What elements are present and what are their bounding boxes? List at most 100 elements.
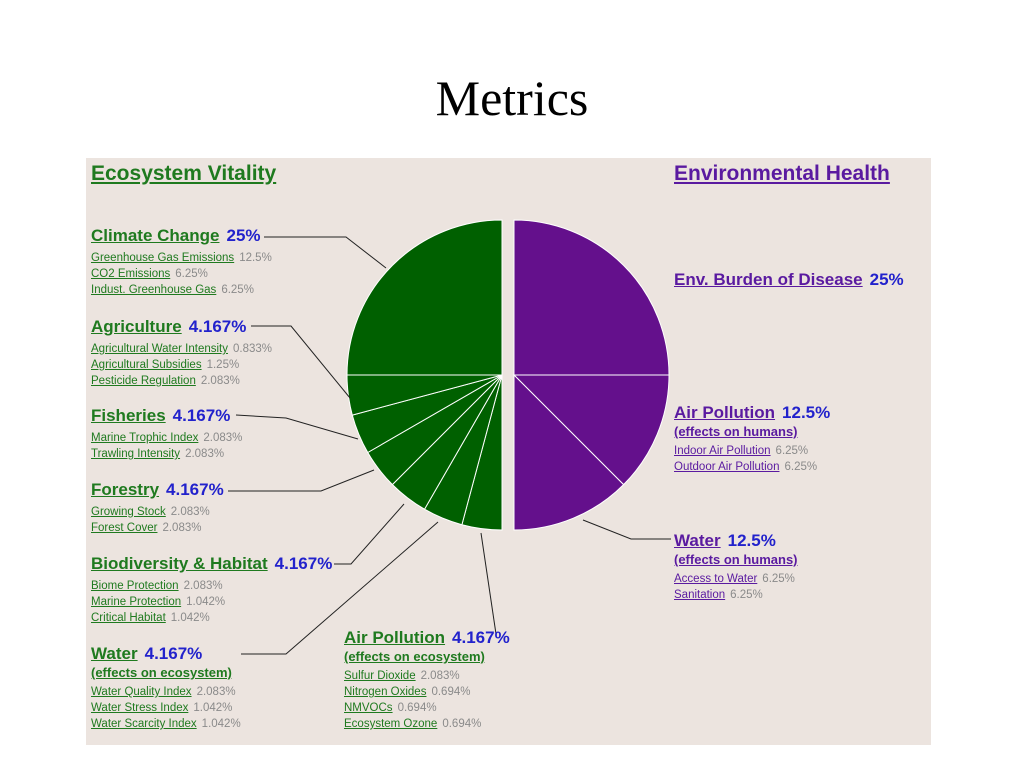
indicator-item: Forest Cover 2.083% bbox=[91, 520, 224, 536]
indicator-link[interactable]: Nitrogen Oxides bbox=[344, 686, 427, 698]
indicator-link[interactable]: Pesticide Regulation bbox=[91, 375, 196, 387]
indicator-weight: 2.083% bbox=[200, 375, 240, 387]
indicator-weight: 6.25% bbox=[175, 268, 208, 280]
indicator-item: Nitrogen Oxides 0.694% bbox=[344, 684, 510, 700]
indicator-link[interactable]: Sulfur Dioxide bbox=[344, 670, 416, 682]
indicator-item: Agricultural Subsidies 1.25% bbox=[91, 357, 272, 373]
category-name[interactable]: Water bbox=[91, 644, 138, 663]
category-climate: Climate Change 25% Greenhouse Gas Emission… bbox=[91, 226, 272, 298]
indicator-weight: 1.042% bbox=[186, 596, 226, 608]
indicator-weight: 6.25% bbox=[221, 284, 254, 296]
indicator-weight: 6.25% bbox=[730, 589, 763, 601]
indicator-link[interactable]: Indust. Greenhouse Gas bbox=[91, 284, 217, 296]
indicator-weight: 1.042% bbox=[201, 718, 241, 730]
category-percent: 12.5% bbox=[782, 403, 831, 422]
indicator-link[interactable]: Critical Habitat bbox=[91, 612, 166, 624]
category-percent: 4.167% bbox=[274, 554, 333, 573]
category-name[interactable]: Biodiversity & Habitat bbox=[91, 554, 268, 573]
indicator-link[interactable]: Water Stress Index bbox=[91, 702, 189, 714]
slide-title: Metrics bbox=[435, 70, 589, 126]
indicator-item: Sulfur Dioxide 2.083% bbox=[344, 668, 510, 684]
indicator-item: Pesticide Regulation 2.083% bbox=[91, 373, 272, 389]
category-qualifier[interactable]: (effects on humans) bbox=[674, 552, 798, 567]
section-environmental-health: Environmental Health bbox=[674, 162, 890, 185]
indicator-item: Marine Protection 1.042% bbox=[91, 594, 332, 610]
category-name[interactable]: Climate Change bbox=[91, 226, 220, 245]
indicator-weight: 0.694% bbox=[397, 702, 437, 714]
indicator-link[interactable]: Ecosystem Ozone bbox=[344, 718, 438, 730]
category-percent: 4.167% bbox=[144, 644, 203, 663]
category-percent: 12.5% bbox=[727, 531, 776, 550]
indicator-link[interactable]: NMVOCs bbox=[344, 702, 393, 714]
indicator-item: Biome Protection 2.083% bbox=[91, 578, 332, 594]
indicator-link[interactable]: Greenhouse Gas Emissions bbox=[91, 252, 235, 264]
indicator-item: Critical Habitat 1.042% bbox=[91, 610, 332, 626]
category-forestry: Forestry 4.167% Growing Stock 2.083% Forest … bbox=[91, 480, 224, 536]
category-name[interactable]: Air Pollution bbox=[344, 628, 446, 647]
indicator-item: Indoor Air Pollution 6.25% bbox=[674, 443, 830, 459]
leader-line-5 bbox=[241, 521, 439, 655]
leader-line-7 bbox=[582, 519, 671, 540]
indicator-weight: 6.25% bbox=[784, 461, 818, 473]
indicator-item: Water Scarcity Index 1.042% bbox=[91, 716, 241, 732]
category-name[interactable]: Agriculture bbox=[91, 317, 182, 336]
indicator-item: Greenhouse Gas Emissions 12.5% bbox=[91, 250, 272, 266]
indicator-link[interactable]: CO2 Emissions bbox=[91, 268, 171, 280]
indicator-weight: 0.694% bbox=[431, 686, 471, 698]
indicator-weight: 2.083% bbox=[196, 686, 236, 698]
indicator-link[interactable]: Sanitation bbox=[674, 589, 726, 601]
indicator-weight: 2.083% bbox=[185, 448, 225, 460]
indicator-weight: 12.5% bbox=[239, 252, 272, 264]
indicator-link[interactable]: Water Quality Index bbox=[91, 686, 192, 698]
category-qualifier[interactable]: (effects on ecosystem) bbox=[91, 665, 232, 680]
indicator-item: Trawling Intensity 2.083% bbox=[91, 446, 242, 462]
indicator-item: NMVOCs 0.694% bbox=[344, 700, 510, 716]
indicator-link[interactable]: Agricultural Subsidies bbox=[91, 359, 202, 371]
leader-line-1 bbox=[251, 325, 351, 399]
category-percent: 4.167% bbox=[188, 317, 247, 336]
indicator-link[interactable]: Access to Water bbox=[674, 573, 758, 585]
category-percent: 25% bbox=[869, 270, 904, 289]
indicator-link[interactable]: Indoor Air Pollution bbox=[674, 445, 771, 457]
category-percent: 4.167% bbox=[166, 480, 224, 499]
indicator-link[interactable]: Forest Cover bbox=[91, 522, 158, 534]
indicator-weight: 6.25% bbox=[762, 573, 795, 585]
indicator-link[interactable]: Outdoor Air Pollution bbox=[674, 461, 780, 473]
category-qualifier[interactable]: (effects on ecosystem) bbox=[344, 649, 485, 664]
category-name[interactable]: Air Pollution bbox=[674, 403, 776, 422]
indicator-item: Marine Trophic Index 2.083% bbox=[91, 430, 242, 446]
indicator-link[interactable]: Water Scarcity Index bbox=[91, 718, 197, 730]
indicator-item: Agricultural Water Intensity 0.833% bbox=[91, 341, 272, 357]
indicator-link[interactable]: Biome Protection bbox=[91, 580, 179, 592]
category-name[interactable]: Env. Burden of Disease bbox=[674, 270, 863, 289]
indicator-item: Water Stress Index 1.042% bbox=[91, 700, 241, 716]
indicator-weight: 2.083% bbox=[203, 432, 243, 444]
indicator-link[interactable]: Marine Protection bbox=[91, 596, 182, 608]
indicator-link[interactable]: Marine Trophic Index bbox=[91, 432, 199, 444]
indicator-link[interactable]: Agricultural Water Intensity bbox=[91, 343, 228, 355]
category-name[interactable]: Forestry bbox=[91, 480, 160, 499]
category-agriculture: Agriculture 4.167% Agricultural Water Inte… bbox=[91, 317, 272, 389]
pie-slice-9 bbox=[346, 219, 503, 376]
category-percent: 25% bbox=[226, 226, 261, 245]
indicator-weight: 1.25% bbox=[206, 359, 240, 371]
category-name[interactable]: Fisheries bbox=[91, 406, 166, 425]
category-qualifier[interactable]: (effects on humans) bbox=[674, 424, 798, 439]
indicator-item: Water Quality Index 2.083% bbox=[91, 684, 241, 700]
category-percent: 4.167% bbox=[172, 406, 231, 425]
pie-slice-2 bbox=[513, 373, 625, 531]
indicator-weight: 0.833% bbox=[232, 343, 272, 355]
category-air-human: Air Pollution 12.5% (effects on humans) Ind… bbox=[674, 403, 830, 475]
category-air-eco: Air Pollution 4.167% (effects on ecosystem… bbox=[344, 628, 510, 732]
category-water-human: Water 12.5% (effects on humans) Access to W… bbox=[674, 531, 798, 603]
category-biodiversity: Biodiversity & Habitat 4.167% Biome Protec… bbox=[91, 554, 332, 626]
category-name[interactable]: Water bbox=[674, 531, 721, 550]
indicator-link[interactable]: Growing Stock bbox=[91, 506, 166, 518]
indicator-item: Indust. Greenhouse Gas 6.25% bbox=[91, 282, 272, 298]
category-water-eco: Water 4.167% (effects on ecosystem) Water Q… bbox=[91, 644, 241, 732]
indicator-link[interactable]: Trawling Intensity bbox=[91, 448, 181, 460]
indicator-item: Access to Water 6.25% bbox=[674, 571, 798, 587]
pie-slice-0 bbox=[513, 219, 670, 376]
chart-panel: Ecosystem Vitality Environmental Health … bbox=[86, 158, 931, 745]
indicator-item: Sanitation 6.25% bbox=[674, 587, 798, 603]
